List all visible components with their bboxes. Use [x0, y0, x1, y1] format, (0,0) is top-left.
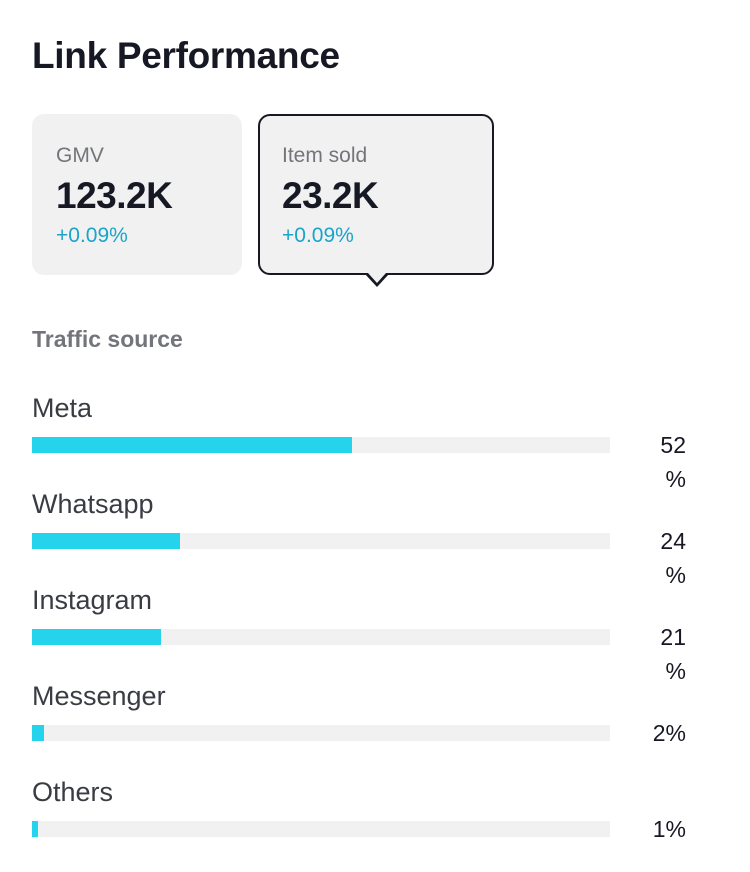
traffic-percent: 2%	[652, 720, 686, 746]
traffic-bar-fill	[32, 725, 44, 741]
traffic-source-name: Meta	[32, 393, 93, 423]
traffic-row-meta: Meta 52 %	[32, 392, 712, 492]
traffic-bar-track	[32, 725, 610, 741]
metric-change: +0.09%	[56, 224, 128, 247]
traffic-bar-fill	[32, 533, 180, 549]
traffic-bar-track	[32, 821, 610, 837]
traffic-source-name: Instagram	[32, 585, 153, 615]
traffic-bar-track	[32, 629, 610, 645]
traffic-bar-fill	[32, 437, 352, 453]
traffic-percent: 21 %	[660, 624, 686, 684]
metric-label: Item sold	[282, 144, 368, 167]
traffic-row-instagram: Instagram 21 %	[32, 584, 712, 684]
traffic-source-name: Others	[32, 777, 114, 807]
traffic-percent: 52 %	[660, 432, 686, 492]
traffic-row-messenger: Messenger 2%	[32, 680, 712, 760]
metric-change: +0.09%	[282, 224, 354, 247]
traffic-bar-track	[32, 437, 610, 453]
traffic-bar-fill	[32, 629, 161, 645]
traffic-source-name: Messenger	[32, 681, 166, 711]
traffic-source-title: Traffic source	[32, 326, 183, 352]
traffic-percent: 1%	[652, 816, 686, 842]
traffic-source-name: Whatsapp	[32, 489, 154, 519]
traffic-row-whatsapp: Whatsapp 24 %	[32, 488, 712, 588]
page-title: Link Performance	[32, 35, 340, 76]
metric-value: 123.2K	[56, 175, 173, 216]
traffic-bar-fill	[32, 821, 38, 837]
metric-value: 23.2K	[282, 175, 379, 216]
traffic-bar-track	[32, 533, 610, 549]
metric-card-gmv[interactable]: GMV 123.2K +0.09%	[32, 114, 242, 275]
metric-label: GMV	[56, 144, 104, 167]
traffic-percent: 24 %	[660, 528, 686, 588]
traffic-row-others: Others 1%	[32, 776, 712, 856]
metric-card-item-sold[interactable]: Item sold 23.2K +0.09%	[258, 114, 494, 275]
